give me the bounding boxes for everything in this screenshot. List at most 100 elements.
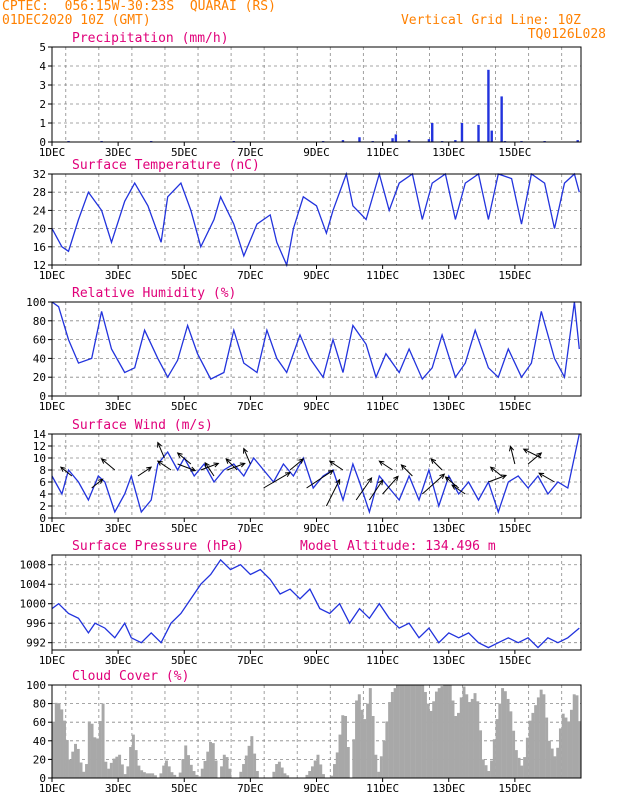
- cloud-bar: [509, 711, 513, 778]
- wind-arrowhead: [451, 484, 458, 490]
- cloud-bar: [363, 719, 367, 778]
- cloud-bar: [459, 697, 463, 778]
- cloud-bar: [131, 734, 135, 778]
- cloud-bar: [120, 764, 124, 778]
- wind-vector: [177, 463, 196, 472]
- cloud-bar: [272, 771, 276, 778]
- cloud-bar: [253, 753, 257, 778]
- wind-arrowhead: [522, 448, 529, 454]
- panel-5: 992 996 1000 1004 1008 1DEC 3DEC 5DEC 7DEC 9DEC 11…: [20, 539, 582, 667]
- cloud-bar: [479, 730, 483, 778]
- cloud-bar: [542, 694, 546, 778]
- precip-bar: [460, 123, 464, 142]
- panel-title: Relative Humidity (%): [72, 286, 236, 301]
- precip-bar: [358, 137, 361, 142]
- cloud-bar: [492, 739, 496, 778]
- x-tick-label: 1DEC: [39, 269, 66, 282]
- cloud-bar: [211, 743, 215, 778]
- cloud-bar: [54, 702, 58, 778]
- panel-title: Precipitation (mm/h): [72, 31, 229, 46]
- cloud-bar: [558, 728, 562, 778]
- cloud-bar: [545, 717, 549, 778]
- cloud-bar: [200, 768, 204, 778]
- x-tick-label: 7DEC: [237, 654, 264, 667]
- x-tick-label: 11DEC: [366, 146, 399, 159]
- cloud-bar: [448, 685, 452, 778]
- cloud-bar: [87, 721, 91, 778]
- cloud-bar: [319, 764, 323, 778]
- panel-subtitle: Model Altitude: 134.496 m: [300, 539, 496, 554]
- x-tick-label: 13DEC: [432, 522, 465, 535]
- wind-arrowhead: [156, 460, 163, 466]
- y-tick-label: 1000: [20, 598, 47, 611]
- x-tick-label: 1DEC: [39, 146, 66, 159]
- cloud-bar: [567, 721, 571, 778]
- wind-arrowhead: [327, 469, 334, 475]
- cloud-bar: [104, 761, 108, 778]
- cloud-bar: [490, 760, 494, 778]
- cloud-bar: [153, 775, 157, 778]
- wind-vector: [101, 458, 116, 471]
- cloud-bar: [109, 762, 113, 778]
- y-tick-label: 24: [33, 204, 47, 217]
- x-tick-label: 9DEC: [303, 782, 330, 795]
- x-tick-label: 7DEC: [237, 269, 264, 282]
- x-tick-label: 1DEC: [39, 654, 66, 667]
- cloud-bar: [360, 709, 364, 778]
- wind-vector: [225, 458, 238, 471]
- y-tick-label: 0: [39, 512, 46, 525]
- x-tick-label: 15DEC: [498, 522, 531, 535]
- cloud-bar: [564, 717, 568, 778]
- wind-arrowhead: [489, 466, 496, 472]
- x-tick-label: 13DEC: [432, 782, 465, 795]
- cloud-bar: [454, 716, 458, 778]
- wind-vector: [379, 460, 393, 471]
- precip-bar: [477, 124, 480, 142]
- cloud-bar: [255, 771, 259, 778]
- cloud-bar: [434, 691, 438, 778]
- y-tick-label: 60: [33, 334, 46, 347]
- x-tick-label: 13DEC: [432, 400, 465, 413]
- precip-bar: [394, 134, 398, 142]
- cloud-bar: [503, 691, 507, 778]
- cloud-bar: [96, 738, 100, 778]
- cloud-bar: [550, 748, 554, 778]
- wind-arrowhead: [439, 473, 446, 480]
- wind-vector: [325, 479, 341, 507]
- cloud-bar: [451, 700, 455, 778]
- y-tick-label: 2: [39, 98, 46, 111]
- cloud-bar: [539, 689, 543, 778]
- cloud-bar: [137, 765, 141, 778]
- x-tick-label: 15DEC: [498, 146, 531, 159]
- cloud-bar: [484, 765, 488, 778]
- cloud-bar: [578, 721, 582, 778]
- precip-bar: [427, 139, 431, 142]
- header-code: TQ0126L028: [527, 27, 606, 42]
- cloud-bar: [465, 694, 469, 778]
- precip-bar: [391, 138, 394, 142]
- wind-arrowhead: [430, 458, 437, 464]
- panel-3: 0 20 40 60 80 100 1DEC 3DEC 5DEC 7DEC 9DEC 11DEC 13D…: [26, 286, 582, 413]
- wind-arrowhead: [378, 460, 385, 466]
- cloud-bar: [283, 773, 287, 778]
- cloud-bar: [247, 745, 251, 778]
- x-tick-label: 7DEC: [237, 146, 264, 159]
- wind-arrowhead: [157, 441, 162, 448]
- cloud-bar: [501, 688, 505, 778]
- y-tick-label: 12: [33, 440, 46, 453]
- y-tick-label: 40: [33, 352, 46, 365]
- cloud-bar: [368, 688, 372, 778]
- cloud-bar: [512, 730, 516, 778]
- cloud-bar: [305, 774, 309, 778]
- cloud-bar: [556, 747, 560, 778]
- cloud-bar: [457, 712, 460, 778]
- cloud-bar: [418, 685, 422, 778]
- y-tick-label: 0: [39, 772, 46, 785]
- x-tick-label: 11DEC: [366, 400, 399, 413]
- wind-arrowhead: [393, 475, 399, 482]
- cloud-bar: [123, 774, 127, 778]
- cloud-bar: [159, 773, 163, 778]
- wind-arrowhead: [538, 472, 545, 478]
- panel-6: 0 20 40 60 80 100 1DEC 3DEC 5DEC 7DEC 9DEC 11DEC 13D…: [26, 669, 582, 795]
